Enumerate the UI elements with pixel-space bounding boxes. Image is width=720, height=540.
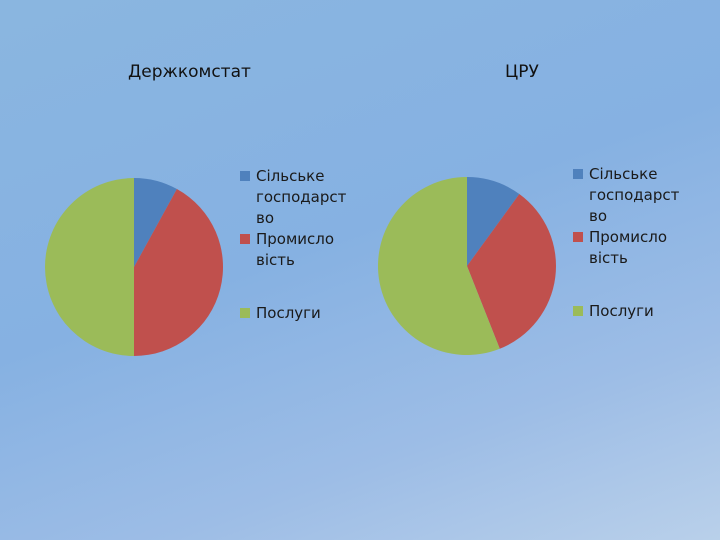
- legend-label-services: Послуги: [256, 304, 321, 322]
- legend-label-services: Послуги: [589, 302, 654, 320]
- chart-title-cia: ЦРУ: [505, 62, 539, 82]
- legend-item-services: Послуги: [573, 301, 689, 322]
- pie-slice-agriculture: [467, 177, 520, 266]
- pie-slice-industry: [134, 189, 224, 356]
- legend-cia: Сільське господарст во Промисло вість По…: [573, 164, 689, 322]
- chart-title-derzhkomstat: Держкомстат: [128, 62, 251, 82]
- legend-item-agriculture: Сільське господарст во: [240, 166, 356, 229]
- pie-slice-agriculture: [134, 178, 177, 267]
- legend-swatch-agriculture: [573, 169, 583, 179]
- pie-chart-cia: [377, 177, 556, 355]
- pie-slice-services: [45, 178, 134, 356]
- legend-label-industry: Промисло вість: [256, 230, 335, 269]
- pie-chart-derzhkomstat: [45, 178, 224, 356]
- legend-swatch-services: [573, 306, 583, 316]
- legend-item-industry: Промисло вість: [573, 227, 689, 301]
- legend-item-services: Послуги: [240, 303, 356, 324]
- legend-item-agriculture: Сільське господарст во: [573, 164, 689, 227]
- legend-swatch-industry: [240, 234, 250, 244]
- legend-item-industry: Промисло вість: [240, 229, 356, 303]
- legend-label-agriculture: Сільське господарст во: [589, 165, 680, 225]
- legend-swatch-services: [240, 308, 250, 318]
- legend-swatch-industry: [573, 232, 583, 242]
- pie-slice-services: [377, 177, 500, 355]
- legend-derzhkomstat: Сільське господарст во Промисло вість По…: [240, 166, 356, 324]
- legend-label-agriculture: Сільське господарст во: [256, 167, 347, 227]
- legend-label-industry: Промисло вість: [589, 228, 668, 267]
- legend-swatch-agriculture: [240, 171, 250, 181]
- pie-slice-industry: [467, 194, 556, 349]
